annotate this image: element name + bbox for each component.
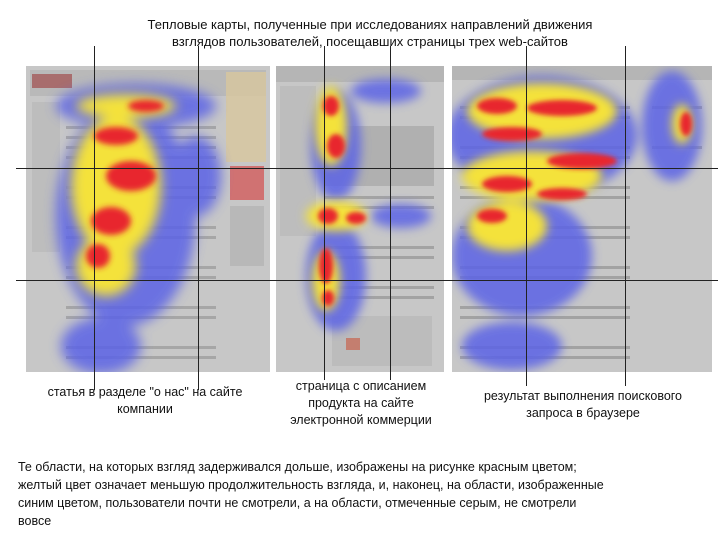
heatmap-search-graphic	[452, 66, 712, 370]
heatmap-product-page	[276, 66, 444, 372]
heatmap-product-graphic	[276, 66, 444, 366]
heatmap-search-page	[452, 66, 712, 372]
caption-product: страница с описанием продукта на сайте э…	[290, 379, 432, 427]
guide-line-vertical	[526, 46, 527, 386]
guide-line-vertical	[324, 46, 325, 380]
heatmap-about-page	[26, 66, 270, 372]
title-line-2: взглядов пользователей, посещавших стран…	[172, 34, 568, 49]
guide-line-vertical	[198, 46, 199, 390]
guide-line-horizontal	[16, 280, 718, 281]
caption-about: статья в разделе "о нас" на сайте компан…	[47, 385, 243, 416]
footer-line-4: вовсе	[18, 514, 52, 528]
footer-line-1: Те области, на которых взгляд задерживал…	[18, 460, 577, 474]
footer-line-2: желтый цвет означает меньшую продолжител…	[18, 478, 604, 492]
title-line-1: Тепловые карты, полученные при исследова…	[147, 17, 593, 32]
footer-line-3: синим цветом, пользователи почти не смот…	[18, 496, 577, 510]
caption-search: результат выполнения поискового запроса …	[483, 389, 683, 420]
legend-explanation: Те области, на которых взгляд задерживал…	[18, 458, 708, 530]
guide-line-vertical	[390, 46, 391, 380]
heatmap-about-graphic	[30, 70, 266, 372]
guide-line-vertical	[94, 46, 95, 390]
guide-line-vertical	[625, 46, 626, 386]
figure-title: Тепловые карты, полученные при исследова…	[100, 16, 640, 50]
guide-line-horizontal	[16, 168, 718, 169]
